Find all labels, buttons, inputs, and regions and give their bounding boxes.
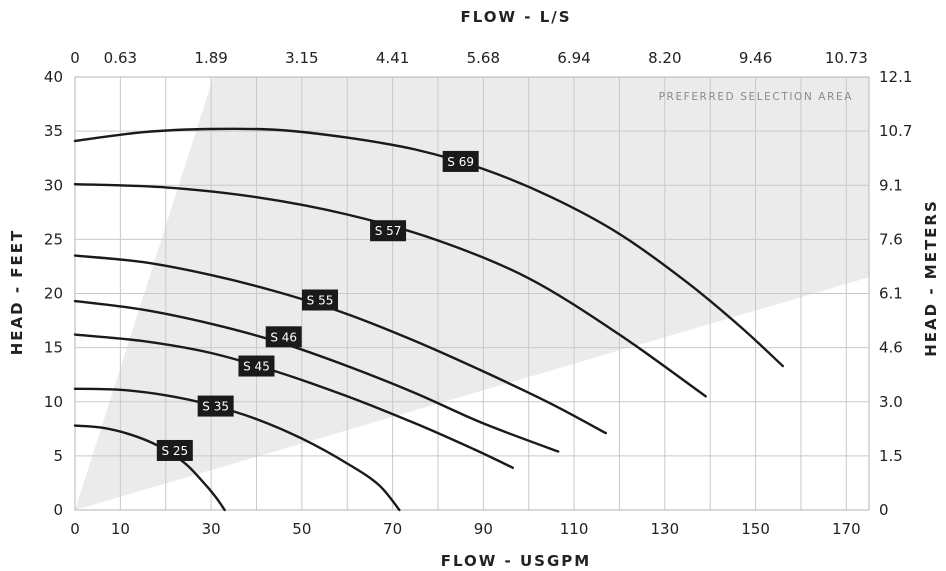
x-tick-label: 10: [111, 520, 130, 538]
curve-label-s-25: S 25: [156, 439, 193, 461]
y-right-tick-label: 6.1: [879, 285, 903, 303]
x-tick-label: 0: [70, 520, 80, 538]
x-top-tick-label: 4.41: [376, 49, 409, 67]
y-tick-label: 20: [44, 285, 63, 303]
x-top-tick-label: 8.20: [648, 49, 681, 67]
y-right-tick-label: 10.7: [879, 122, 912, 140]
plot-frame: [74, 76, 870, 511]
x-axis-bottom-title: FLOW - USGPM: [441, 552, 591, 570]
curve-label-text: S 69: [447, 155, 474, 169]
curve-label-s-46: S 46: [265, 326, 302, 348]
curve-s-35: [73, 387, 401, 512]
y-tick-label: 35: [44, 122, 63, 140]
curve-label-s-35: S 35: [197, 395, 234, 417]
x-top-tick-label: 9.46: [739, 49, 772, 67]
x-tick-label: 90: [474, 520, 493, 538]
x-top-tick-label: 0: [70, 49, 80, 67]
x-top-tick-label: 3.15: [285, 49, 318, 67]
curve-s-45: [73, 333, 514, 469]
curve-labels: S 25 S 35 S 45 S 46 S 55 S 57 S 69: [156, 150, 479, 461]
y-tick-label: 40: [44, 68, 63, 86]
y-tick-label: 5: [53, 447, 63, 465]
curve-label-s-57: S 57: [370, 220, 407, 242]
x-tick-label: 50: [292, 520, 311, 538]
curve-label-box: [370, 220, 407, 242]
x-tick-label: 30: [202, 520, 221, 538]
curve-s-46: [73, 299, 560, 453]
y-axis-left-title: HEAD - FEET: [8, 229, 26, 356]
x-top-tick-label: 10.73: [825, 49, 868, 67]
y-right-tick-label: 3.0: [879, 393, 903, 411]
curve-label-box: [302, 289, 339, 311]
curve-label-s-69: S 69: [442, 150, 479, 172]
x-tick-label: 170: [832, 520, 861, 538]
y-right-tick-label: 9.1: [879, 176, 903, 194]
x-tick-label: 70: [383, 520, 402, 538]
y-axis-right-title: HEAD - METERS: [922, 199, 940, 357]
x-top-tick-label: 6.94: [557, 49, 590, 67]
x-top-tick-label: 1.89: [194, 49, 227, 67]
curve-label-box: [265, 326, 302, 348]
curve-label-text: S 55: [307, 293, 334, 307]
curve-label-text: S 25: [161, 444, 188, 458]
y-right-tick-label: 0: [879, 501, 889, 519]
curve-label-box: [238, 355, 275, 377]
y-tick-label: 30: [44, 176, 63, 194]
y-right-tick-label: 7.6: [879, 230, 903, 248]
y-tick-label: 25: [44, 230, 63, 248]
y-tick-label: 10: [44, 393, 63, 411]
curve-label-s-55: S 55: [302, 289, 339, 311]
curve-s-55: [73, 254, 607, 435]
curve-label-s-45: S 45: [238, 355, 275, 377]
y-right-tick-label: 1.5: [879, 447, 903, 465]
x-tick-label: 150: [741, 520, 770, 538]
y-tick-label: 15: [44, 339, 63, 357]
x-top-tick-label: 5.68: [467, 49, 500, 67]
curve-label-box: [442, 150, 479, 172]
curve-label-box: [197, 395, 234, 417]
curve-label-text: S 45: [243, 360, 270, 374]
y-tick-label: 0: [53, 501, 63, 519]
gridlines: [75, 77, 869, 510]
x-tick-label: 110: [560, 520, 589, 538]
x-axis-top-title: FLOW - L/S: [460, 8, 571, 26]
y-right-tick-label: 12.1: [879, 68, 912, 86]
curve-label-text: S 46: [270, 330, 297, 344]
y-right-tick-label: 4.6: [879, 339, 903, 357]
curve-label-text: S 35: [202, 400, 229, 414]
curve-label-text: S 57: [375, 224, 402, 238]
x-top-tick-label: 0.63: [104, 49, 137, 67]
curve-label-box: [156, 439, 193, 461]
x-tick-label: 130: [651, 520, 680, 538]
region-label: PREFERRED SELECTION AREA: [659, 91, 853, 103]
